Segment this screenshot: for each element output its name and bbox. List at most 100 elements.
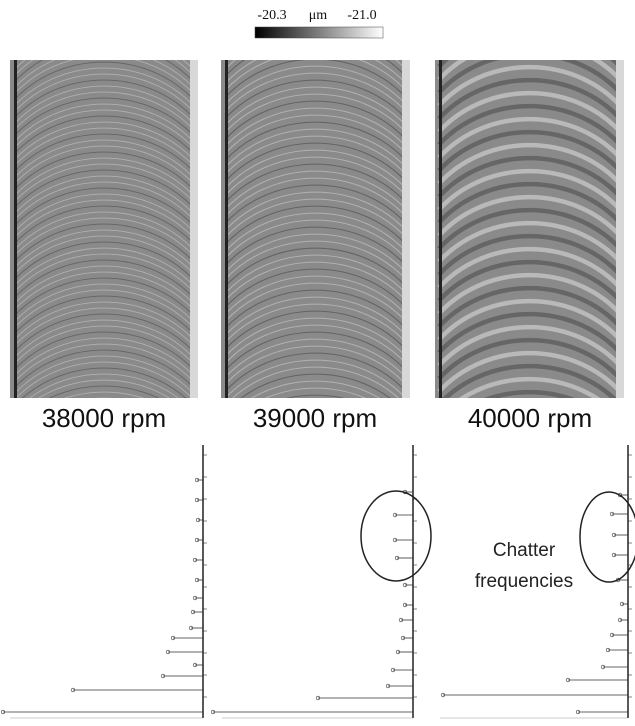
tool-mark — [13, 331, 195, 371]
edge — [439, 60, 442, 398]
tool-mark — [13, 169, 195, 209]
margin — [402, 60, 410, 398]
stem-marker — [400, 635, 406, 641]
tool-mark — [13, 151, 195, 191]
tool-mark — [14, 428, 194, 466]
stem-marker — [0, 709, 6, 715]
tool-mark — [439, 444, 620, 482]
tool-mark — [224, 72, 407, 112]
stem-marker — [210, 709, 216, 715]
tool-mark — [13, 349, 195, 389]
rpm-label: 38000 rpm — [42, 403, 166, 433]
tool-mark — [13, 271, 195, 311]
tool-mark — [224, 296, 407, 336]
tool-mark — [13, 67, 195, 107]
tool-mark — [439, 0, 620, 28]
tool-mark — [13, 205, 195, 245]
tool-mark — [13, 235, 195, 275]
tool-mark — [14, 434, 194, 472]
surface-image — [435, 0, 624, 508]
tool-mark — [13, 187, 195, 227]
tool-mark — [437, 181, 622, 225]
stem-marker — [440, 692, 446, 698]
stem-marker — [395, 649, 401, 655]
tool-mark — [13, 60, 195, 95]
tool-mark — [13, 211, 195, 251]
tool-mark — [224, 60, 407, 91]
stem-marker — [194, 537, 200, 543]
margin — [616, 60, 624, 398]
tool-mark — [437, 168, 622, 212]
tool-mark — [437, 60, 622, 82]
tool-mark — [13, 181, 195, 221]
stem-marker — [611, 552, 617, 558]
tool-mark — [437, 103, 622, 147]
margin — [190, 60, 198, 398]
tool-mark — [437, 337, 622, 381]
tool-mark — [224, 86, 407, 126]
tool-mark — [13, 60, 195, 89]
stem-marker — [619, 601, 625, 607]
tool-mark — [224, 114, 407, 154]
tool-mark — [13, 85, 195, 125]
colorbar-min: -20.3 — [257, 8, 286, 23]
stem-marker — [611, 532, 617, 538]
stem-marker — [398, 617, 404, 623]
tool-mark — [224, 163, 407, 203]
stem-marker — [402, 602, 408, 608]
tool-mark — [13, 199, 195, 239]
tool-mark — [437, 246, 622, 290]
edge — [225, 60, 228, 398]
tool-mark — [13, 217, 195, 257]
stem-marker — [160, 673, 166, 679]
stem-marker — [617, 617, 623, 623]
stem-marker — [565, 677, 571, 683]
tool-mark — [437, 116, 622, 160]
tool-mark — [439, 470, 620, 508]
tool-mark — [224, 247, 407, 287]
tool-mark — [13, 325, 195, 365]
tool-mark — [224, 289, 407, 329]
colorbar-unit: μm — [309, 8, 328, 23]
surface-images — [10, 0, 624, 508]
tool-mark — [225, 444, 406, 482]
tool-mark — [439, 0, 620, 15]
tool-mark — [224, 93, 407, 133]
stem-marker — [165, 649, 171, 655]
tool-mark — [29, 373, 179, 398]
tool-mark — [224, 219, 407, 259]
annotation: Chatter frequencies — [474, 540, 574, 592]
tool-mark — [13, 157, 195, 197]
tool-mark — [13, 175, 195, 215]
tool-mark — [225, 430, 406, 468]
tool-mark — [13, 121, 195, 161]
tool-mark — [13, 265, 195, 305]
stem-marker — [194, 477, 200, 483]
tool-mark — [13, 73, 195, 113]
tool-mark — [439, 457, 620, 495]
tool-mark — [13, 283, 195, 323]
stem-marker — [390, 667, 396, 673]
surface-background — [221, 60, 410, 398]
tool-mark — [13, 307, 195, 347]
tool-mark — [13, 60, 195, 83]
tool-mark — [458, 376, 601, 398]
stem-marker — [394, 555, 400, 561]
tool-mark — [14, 440, 194, 478]
tool-mark — [224, 177, 407, 217]
tool-mark — [224, 128, 407, 168]
tool-mark — [13, 355, 195, 395]
tool-mark — [437, 298, 622, 342]
tool-mark — [13, 97, 195, 137]
stem-marker — [188, 625, 194, 631]
tool-mark — [437, 90, 622, 134]
tool-mark — [437, 233, 622, 277]
tool-mark — [224, 121, 407, 161]
tool-mark — [13, 133, 195, 173]
tool-mark — [13, 139, 195, 179]
tool-mark — [224, 184, 407, 224]
tool-mark — [224, 191, 407, 231]
stem-marker — [609, 632, 615, 638]
